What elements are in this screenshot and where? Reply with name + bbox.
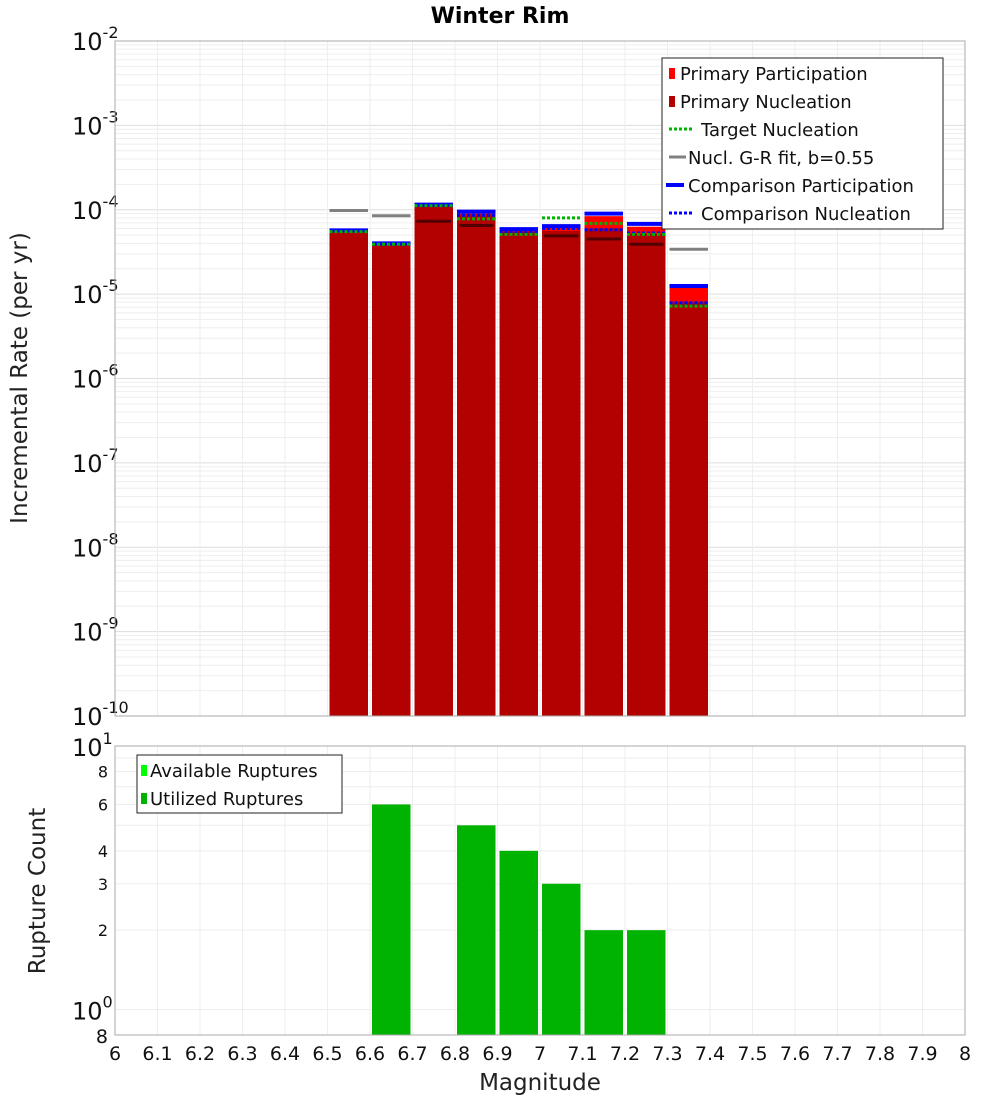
top-y-tick-label: 10-10 [72, 698, 129, 731]
top-y-tick-label: 10-8 [72, 529, 119, 562]
x-tick-label: 6.4 [270, 1043, 300, 1065]
x-tick-label: 7.2 [610, 1043, 640, 1065]
bottom-y-tick-label: 3 [98, 875, 108, 894]
bottom-y-axis-label: Rupture Count [25, 808, 51, 974]
bottom-y-tick-label: 8 [96, 1026, 108, 1048]
bar-primary-nucleation [669, 302, 708, 716]
bottom-bars [372, 804, 666, 1035]
x-tick-label: 7.4 [695, 1043, 725, 1065]
x-tick-label: 7.9 [907, 1043, 937, 1065]
x-tick-label: 6 [109, 1043, 121, 1065]
x-tick-label: 6.1 [142, 1043, 172, 1065]
x-tick-label: 6.3 [227, 1043, 257, 1065]
top-y-tick-label: 10-7 [72, 445, 119, 478]
bar-utilized-ruptures [542, 883, 581, 1035]
top-legend: Primary Participation Primary Nucleation… [661, 57, 944, 230]
bar-primary-nucleation [457, 214, 496, 717]
legend-swatch-available-ruptures [141, 765, 147, 776]
legend-label-primary-participation: Primary Participation [680, 64, 868, 85]
x-tick-label: 6.9 [482, 1043, 512, 1065]
bottom-y-tick-label: 8 [98, 763, 108, 782]
bar-utilized-ruptures [627, 930, 666, 1035]
bottom-x-ticks: 6 6.1 6.2 6.3 6.4 6.5 6.6 6.7 6.8 6.9 7 7.1 7.2 7.3 7.… [109, 1043, 971, 1065]
top-y-tick-label: 10-2 [72, 23, 119, 56]
bottom-y-tick-label: 6 [98, 795, 108, 814]
bottom-y-tick-label: 101 [72, 729, 113, 762]
top-y-tick-label: 10-6 [72, 361, 119, 394]
bottom-legend-box [136, 754, 343, 814]
x-tick-label: 7.8 [865, 1043, 895, 1065]
legend-label-gr-fit: Nucl. G-R fit, b=0.55 [688, 148, 874, 169]
bar-primary-nucleation [329, 232, 368, 716]
legend-label-target-nucleation: Target Nucleation [700, 120, 859, 141]
bottom-y-tick-label: 2 [98, 921, 108, 940]
x-tick-label: 7.7 [822, 1043, 852, 1065]
bar-primary-nucleation [584, 228, 623, 716]
bar-primary-nucleation [414, 206, 453, 716]
x-tick-label: 7 [534, 1043, 546, 1065]
x-tick-label: 7.1 [567, 1043, 597, 1065]
x-tick-label: 8 [959, 1043, 971, 1065]
bar-primary-nucleation [372, 245, 411, 717]
top-bars [329, 206, 708, 717]
top-y-ticks: 10-2 10-3 10-4 10-5 10-6 10-7 10-8 10-9 10-10 [72, 23, 129, 731]
top-y-tick-label: 10-9 [72, 614, 119, 647]
bar-utilized-ruptures [584, 930, 623, 1035]
legend-label-comparison-participation: Comparison Participation [688, 176, 914, 197]
bar-primary-nucleation [499, 231, 538, 716]
legend-swatch-primary-nucleation [669, 96, 675, 107]
bar-primary-nucleation [542, 230, 581, 716]
x-tick-label: 6.7 [397, 1043, 427, 1065]
top-y-tick-label: 10-3 [72, 107, 119, 140]
x-tick-label: 7.5 [737, 1043, 767, 1065]
top-y-tick-label: 10-5 [72, 276, 119, 309]
x-tick-label: 6.5 [312, 1043, 342, 1065]
bar-utilized-ruptures [372, 804, 411, 1035]
x-tick-label: 7.3 [652, 1043, 682, 1065]
top-lines [329, 202, 708, 308]
bar-utilized-ruptures [457, 825, 496, 1035]
x-tick-label: 6.8 [440, 1043, 470, 1065]
x-tick-label: 6.2 [185, 1043, 215, 1065]
bottom-y-tick-label: 4 [98, 842, 108, 861]
legend-swatch-utilized-ruptures [141, 793, 147, 804]
top-y-axis-label: Incremental Rate (per yr) [7, 232, 33, 524]
bar-utilized-ruptures [499, 850, 538, 1035]
top-plot-border [114, 40, 966, 717]
bar-primary-nucleation [627, 233, 666, 716]
x-axis-label: Magnitude [479, 1070, 601, 1096]
legend-label-comparison-nucleation: Comparison Nucleation [701, 204, 911, 225]
top-legend-box [661, 57, 944, 230]
bottom-plot-border [114, 745, 966, 1036]
x-tick-label: 7.6 [780, 1043, 810, 1065]
legend-label-available-ruptures: Available Ruptures [150, 761, 318, 782]
top-y-tick-label: 10-4 [72, 192, 119, 225]
legend-label-primary-nucleation: Primary Nucleation [680, 92, 852, 113]
x-tick-label: 6.6 [355, 1043, 385, 1065]
chart-title: Winter Rim [431, 4, 570, 29]
bottom-y-tick-label: 100 [72, 992, 113, 1025]
legend-swatch-primary-participation [669, 68, 675, 79]
top-panel: 10-2 10-3 10-4 10-5 10-6 10-7 10-8 10-9 10-10 In… [7, 23, 966, 731]
legend-label-utilized-ruptures: Utilized Ruptures [150, 789, 303, 810]
bottom-legend: Available Ruptures Utilized Ruptures [136, 754, 343, 814]
